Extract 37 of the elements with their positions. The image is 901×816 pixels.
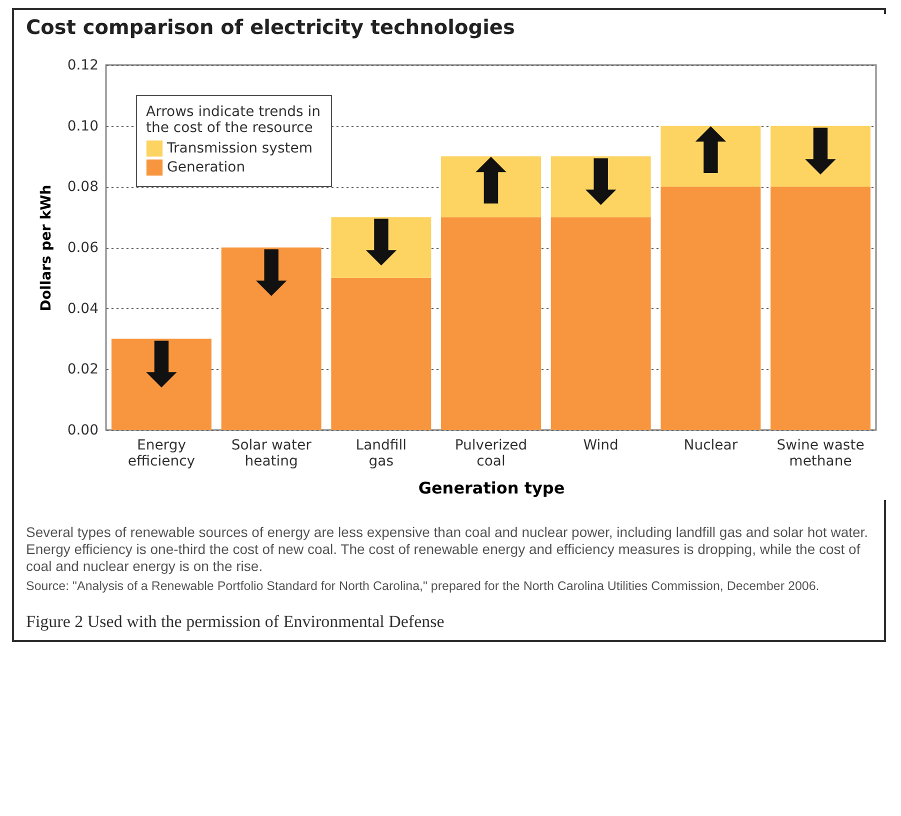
text: Several types of renewable sources of energy are less expensive than coal and nuclear power, including landfill gas and solar hot water. Energy efficiency is one-third the cost of new coal. The cost of renewable energy and efficiency measures is dropping, while the cost of coal and nuclear energy is on the rise. bbox=[26, 524, 870, 575]
x-tick-label: Energy efficiency bbox=[128, 438, 196, 470]
annotation: ⬆ bbox=[465, 145, 517, 218]
bar bbox=[331, 278, 432, 430]
y-tick-label: 0.06 bbox=[67, 240, 99, 256]
annotation: ⬇ bbox=[574, 145, 627, 218]
y-tick-label: 0.10 bbox=[67, 118, 98, 134]
x-tick-label: Swine waste methane bbox=[776, 438, 864, 470]
x-tick-label: Wind bbox=[583, 438, 618, 454]
annotation: ⬇ bbox=[135, 328, 188, 401]
caption: Figure 2 Used with the permission of Environmental Defense bbox=[26, 612, 446, 632]
bar bbox=[550, 217, 651, 430]
y-tick-label: 0.00 bbox=[67, 422, 98, 438]
bar bbox=[111, 338, 212, 430]
y-tick-label: 0.08 bbox=[67, 179, 98, 196]
y-tick-label: 0.12 bbox=[67, 58, 98, 74]
x-axis-title: Generation type bbox=[418, 478, 565, 498]
source-note: Source: "Analysis of a Renewable Portfolio Standard for North Carolina," prepared for the North Carolina Utilities Commission, December 2006. bbox=[26, 579, 820, 594]
annotation: ⬇ bbox=[355, 206, 408, 280]
legend-label: Generation bbox=[167, 160, 246, 176]
x-tick-label: Pulverized coal bbox=[454, 438, 528, 470]
annotation: ⬇ bbox=[245, 236, 298, 310]
bar bbox=[660, 186, 761, 430]
annotation: ⬇ bbox=[794, 114, 847, 188]
annotation: ⬆ bbox=[684, 114, 737, 188]
legend-label: Transmission system bbox=[166, 140, 313, 156]
y-axis-title: Dollars per kWh bbox=[38, 184, 54, 312]
y-tick-label: 0.04 bbox=[67, 300, 99, 317]
chart-title: Cost comparison of electricity technologies bbox=[26, 15, 515, 39]
x-tick-label: Solar water heating bbox=[231, 438, 312, 470]
y-tick-label: 0.02 bbox=[67, 362, 98, 378]
bar bbox=[221, 248, 322, 430]
legend-title: Arrows indicate trends in the cost of the resource bbox=[146, 104, 320, 136]
x-tick-label: Landfill gas bbox=[356, 438, 407, 470]
bar bbox=[441, 217, 541, 430]
x-tick-label: Nuclear bbox=[684, 438, 738, 454]
bar bbox=[770, 186, 871, 430]
